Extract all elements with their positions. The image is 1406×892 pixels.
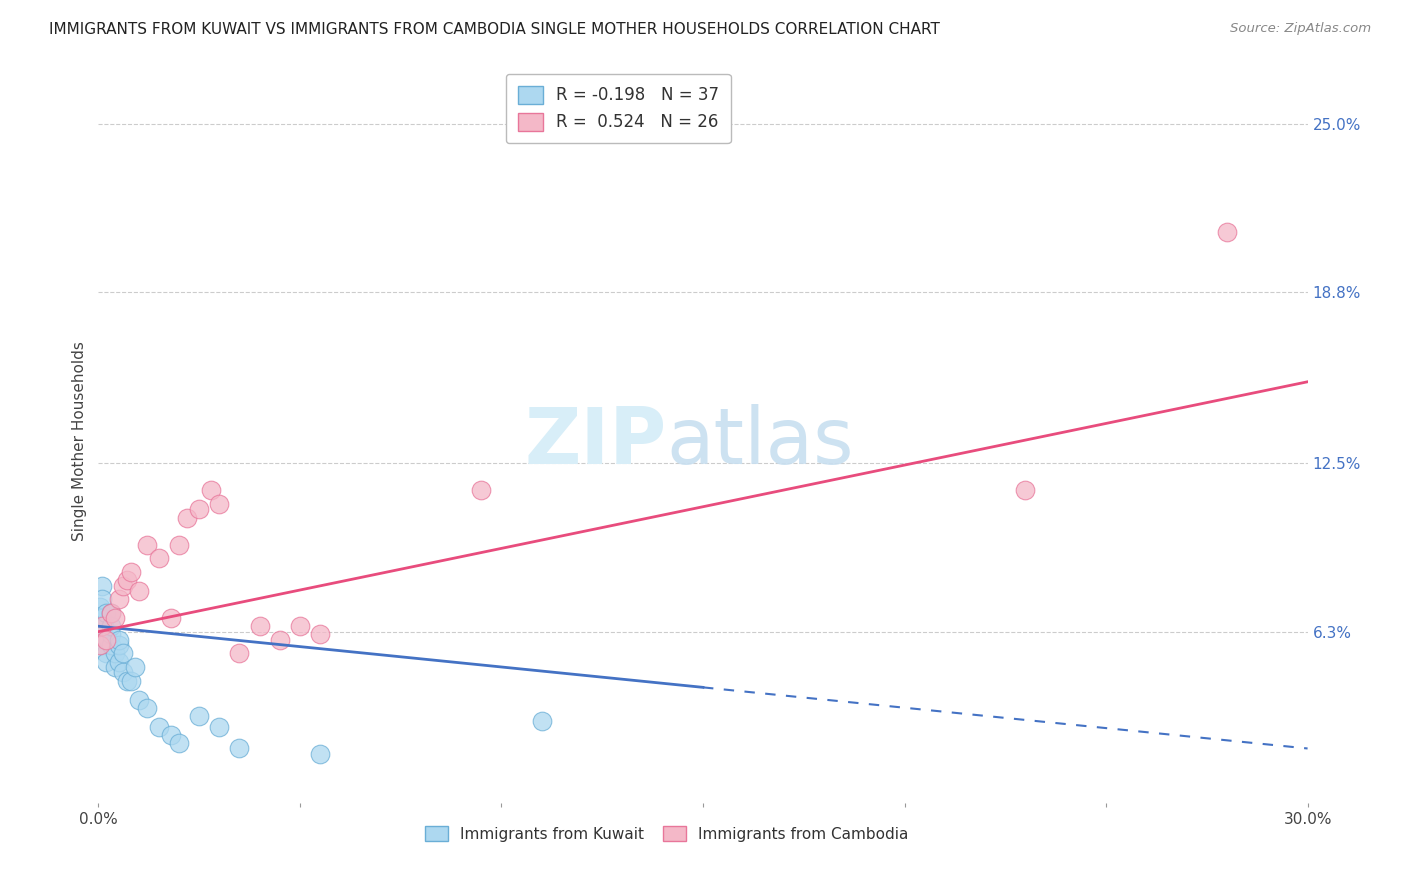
Point	[148, 551, 170, 566]
Point	[91, 638, 114, 652]
Text: Source: ZipAtlas.com: Source: ZipAtlas.com	[1230, 22, 1371, 36]
Point	[107, 655, 129, 669]
Point	[89, 600, 111, 615]
Point	[107, 592, 129, 607]
Point	[1216, 226, 1239, 240]
Point	[269, 632, 291, 647]
Point	[470, 483, 492, 498]
Point	[120, 565, 142, 579]
Point	[115, 573, 138, 587]
Point	[100, 606, 122, 620]
Point	[208, 720, 231, 734]
Point	[90, 578, 112, 592]
Text: IMMIGRANTS FROM KUWAIT VS IMMIGRANTS FROM CAMBODIA SINGLE MOTHER HOUSEHOLDS CORR: IMMIGRANTS FROM KUWAIT VS IMMIGRANTS FRO…	[49, 22, 941, 37]
Point	[91, 627, 114, 641]
Point	[208, 497, 231, 511]
Point	[135, 538, 157, 552]
Point	[96, 606, 118, 620]
Point	[309, 627, 332, 641]
Y-axis label: Single Mother Households: Single Mother Households	[72, 342, 87, 541]
Point	[148, 720, 170, 734]
Point	[160, 728, 183, 742]
Legend: Immigrants from Kuwait, Immigrants from Cambodia: Immigrants from Kuwait, Immigrants from …	[418, 818, 915, 849]
Point	[103, 660, 125, 674]
Point	[530, 714, 553, 729]
Point	[228, 647, 250, 661]
Point	[167, 538, 190, 552]
Point	[111, 665, 134, 680]
Point	[103, 647, 125, 661]
Point	[115, 673, 138, 688]
Point	[107, 632, 129, 647]
Point	[89, 638, 111, 652]
Point	[91, 619, 114, 633]
Point	[309, 747, 332, 761]
Point	[249, 619, 271, 633]
Point	[176, 510, 198, 524]
Point	[91, 611, 114, 625]
Point	[128, 583, 150, 598]
Point	[160, 611, 183, 625]
Text: ZIP: ZIP	[524, 403, 666, 480]
Point	[100, 606, 122, 620]
Point	[188, 502, 211, 516]
Point	[100, 619, 122, 633]
Point	[124, 660, 146, 674]
Text: atlas: atlas	[666, 403, 855, 480]
Point	[93, 619, 115, 633]
Point	[96, 655, 118, 669]
Point	[107, 638, 129, 652]
Point	[96, 632, 118, 647]
Point	[111, 647, 134, 661]
Point	[103, 611, 125, 625]
Point	[128, 692, 150, 706]
Point	[135, 700, 157, 714]
Point	[91, 592, 114, 607]
Point	[89, 611, 111, 625]
Point	[111, 578, 134, 592]
Point	[228, 741, 250, 756]
Point	[288, 619, 311, 633]
Point	[167, 736, 190, 750]
Point	[1014, 483, 1036, 498]
Point	[96, 647, 118, 661]
Point	[100, 638, 122, 652]
Point	[188, 709, 211, 723]
Point	[96, 632, 118, 647]
Point	[100, 627, 122, 641]
Point	[97, 632, 120, 647]
Point	[200, 483, 222, 498]
Point	[120, 673, 142, 688]
